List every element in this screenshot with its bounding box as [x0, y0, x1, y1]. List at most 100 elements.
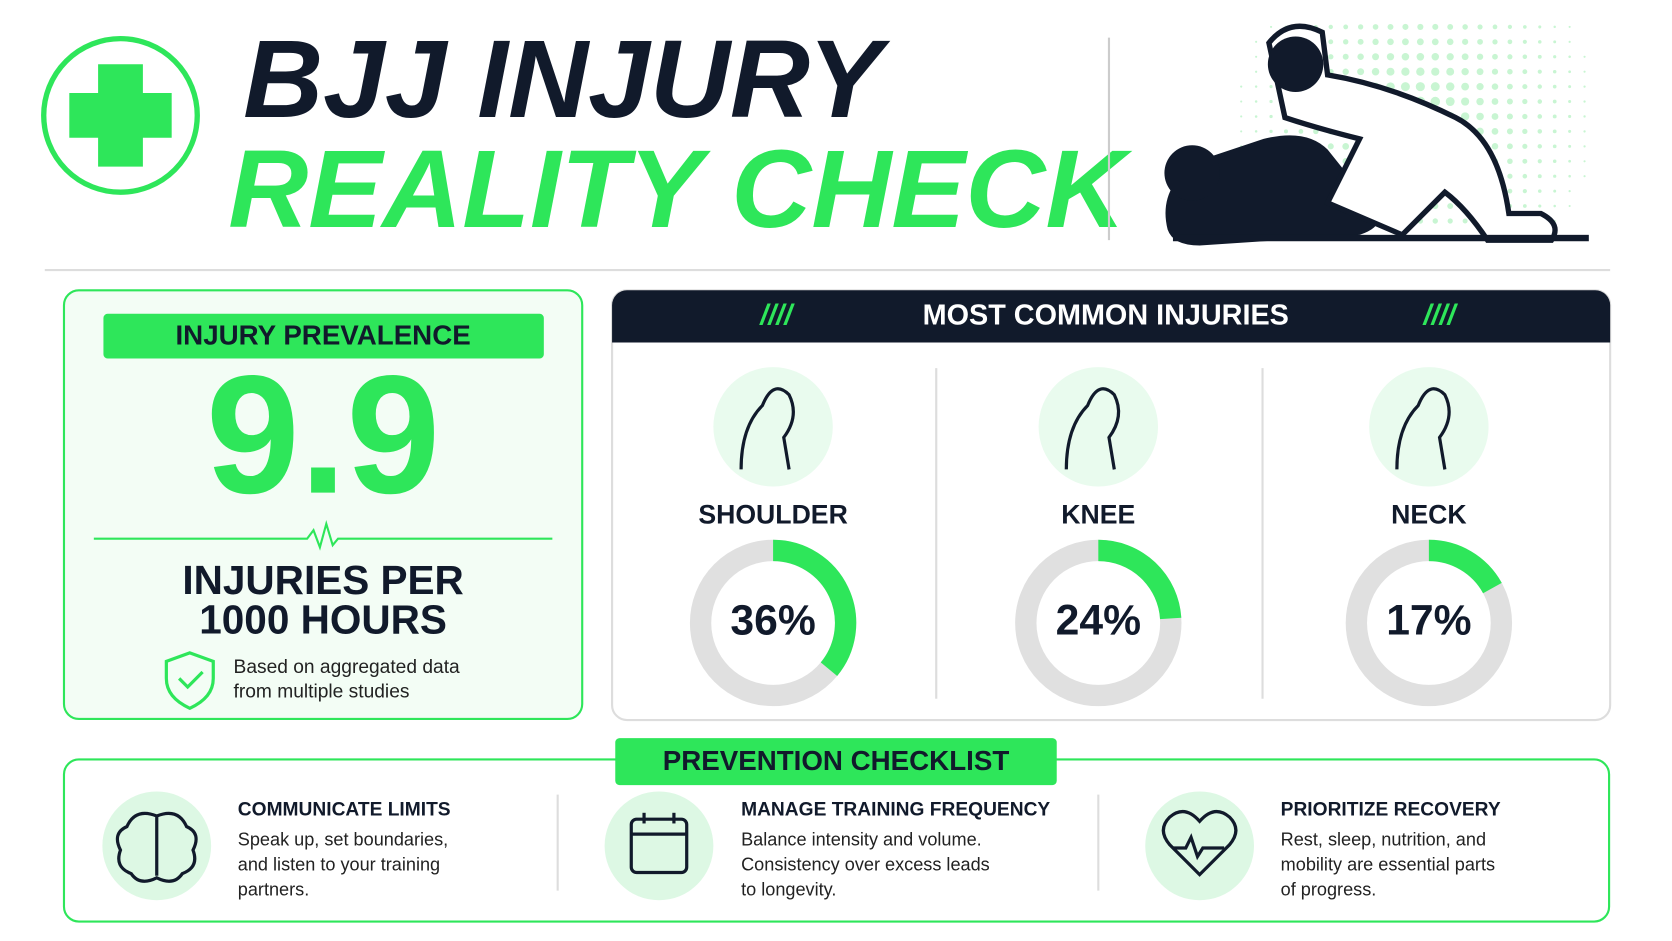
dot: [1343, 24, 1349, 30]
dot: [1298, 129, 1304, 134]
card-heading: PREVENTION CHECKLIST: [663, 745, 1010, 776]
prevalence-value: 9.9: [206, 340, 440, 529]
item-text: Speak up, set boundaries,: [238, 829, 448, 849]
dot: [1583, 145, 1586, 148]
dot: [1553, 55, 1557, 59]
shield-icon: [164, 651, 215, 711]
dot: [1583, 70, 1586, 73]
dot: [1522, 143, 1528, 149]
dot: [1476, 112, 1484, 121]
decoration: ////: [758, 300, 795, 332]
dot: [1269, 129, 1273, 134]
dot: [1568, 159, 1572, 163]
dot: [1538, 40, 1542, 44]
dot: [1416, 67, 1425, 76]
injury-name: SHOULDER: [698, 499, 848, 529]
dot: [1447, 23, 1454, 30]
dot: [1522, 113, 1528, 120]
dot: [1506, 98, 1513, 105]
dot: [1522, 84, 1528, 90]
dot: [1568, 25, 1571, 28]
dot: [1507, 39, 1513, 45]
dot: [1522, 39, 1527, 44]
dot: [1254, 115, 1258, 118]
dot: [1537, 129, 1543, 134]
logo-cross: [69, 64, 172, 167]
body-icon: [1064, 387, 1121, 470]
item-title: MANAGE TRAINING FREQUENCY: [741, 800, 1050, 821]
dot: [1476, 83, 1484, 91]
dot: [1460, 112, 1470, 121]
dot: [1476, 68, 1484, 76]
percent-label: 36%: [730, 596, 815, 644]
dot: [1461, 68, 1469, 76]
dot: [1491, 128, 1499, 135]
dot: [1400, 82, 1410, 92]
dot: [1568, 174, 1571, 178]
dot: [1537, 69, 1542, 74]
dot: [1342, 68, 1349, 75]
dot: [1372, 38, 1379, 45]
item-title: COMMUNICATE LIMITS: [238, 800, 451, 821]
dot: [1240, 130, 1243, 133]
illustration: [1164, 23, 1589, 246]
dot: [1522, 189, 1527, 194]
heartbeat-line: [93, 519, 553, 551]
dot: [1416, 52, 1425, 61]
dot: [1254, 85, 1258, 88]
dot: [1552, 159, 1557, 164]
dot: [1552, 99, 1557, 104]
dot: [1522, 128, 1528, 135]
dot: [1492, 39, 1498, 45]
dot: [1402, 38, 1409, 46]
dot: [1583, 85, 1586, 88]
unit-line: INJURIES PER: [182, 557, 463, 603]
item-text: of progress.: [1281, 879, 1377, 899]
dot: [1537, 84, 1542, 89]
dot: [1255, 55, 1258, 58]
dot: [1386, 67, 1395, 76]
dot: [1583, 55, 1586, 58]
injury-name: NECK: [1391, 499, 1467, 529]
dot: [1240, 85, 1243, 88]
dot: [1491, 143, 1499, 150]
dot: [1568, 144, 1572, 148]
dot: [1328, 24, 1333, 30]
dot: [1255, 70, 1258, 73]
item-text: partners.: [238, 879, 309, 899]
dot: [1328, 39, 1334, 45]
heading-pill: [103, 313, 544, 359]
dot: [1537, 189, 1542, 193]
dot: [1387, 38, 1394, 46]
item-text: mobility are essential parts: [1281, 854, 1495, 874]
dot: [1568, 70, 1572, 74]
dot: [1447, 203, 1454, 210]
dot: [1431, 53, 1440, 61]
dot: [1491, 98, 1499, 105]
dot: [1491, 83, 1499, 90]
dot: [1552, 69, 1557, 74]
dot: [1462, 24, 1468, 30]
check-icon: [178, 670, 204, 690]
icon-circle: [713, 367, 833, 487]
dot: [1372, 24, 1379, 30]
dot: [1462, 218, 1468, 224]
dot: [1283, 129, 1288, 134]
dot: [1492, 53, 1498, 60]
dot: [1461, 97, 1470, 106]
dot: [1507, 54, 1513, 60]
dot: [1432, 23, 1439, 30]
dot: [1568, 204, 1571, 208]
dot: [1537, 54, 1542, 59]
percent-label: 24%: [1056, 596, 1141, 644]
item-text: Rest, sleep, nutrition, and: [1281, 829, 1486, 849]
dot: [1446, 38, 1454, 46]
dot: [1357, 68, 1365, 76]
dot: [1522, 98, 1528, 105]
dot: [1538, 25, 1542, 29]
dot: [1269, 85, 1273, 89]
dot: [1357, 38, 1364, 45]
dot: [1522, 173, 1528, 179]
body-icon: [739, 387, 795, 470]
